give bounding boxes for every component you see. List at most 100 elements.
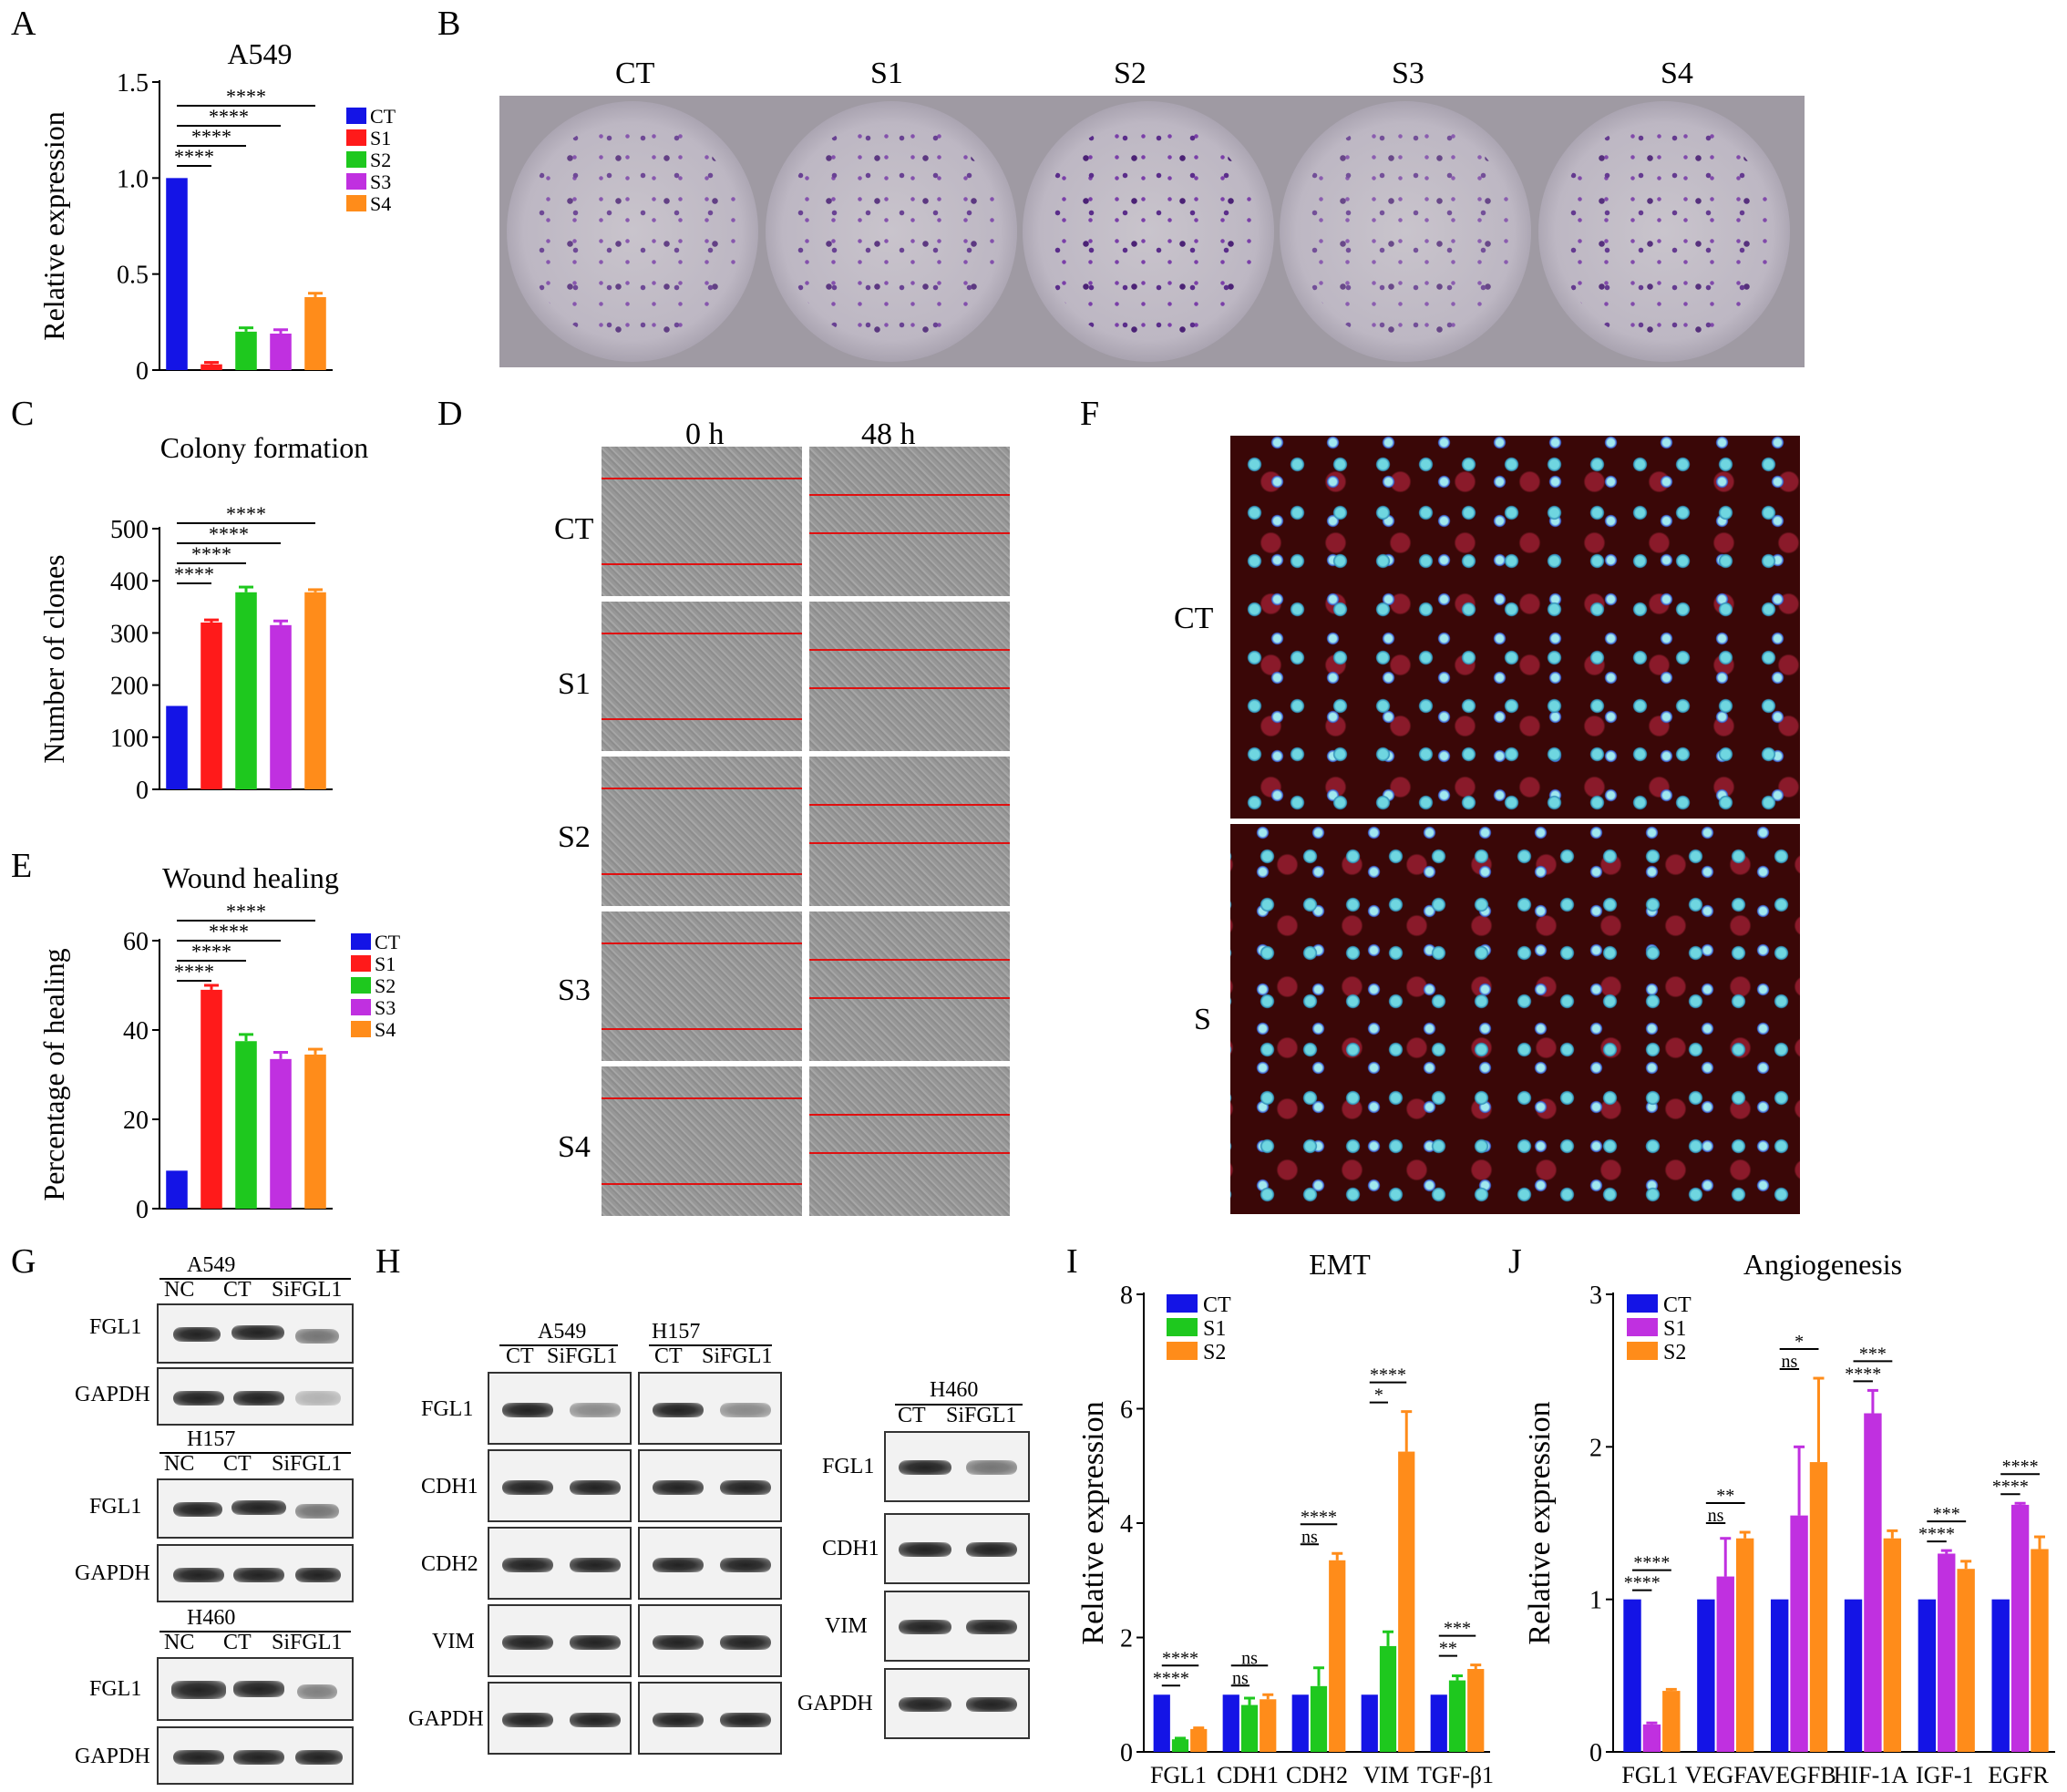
- significance-mark: ****: [1153, 1668, 1189, 1688]
- y-tick-label: 1.5: [117, 69, 149, 98]
- wound-row-s3: S3: [558, 973, 591, 1007]
- legend-label: CT: [1663, 1293, 1692, 1317]
- bar-s3: [270, 1058, 292, 1209]
- wound-col-48h: 48 h: [861, 417, 916, 451]
- y-tick-label: 400: [110, 568, 149, 596]
- significance-mark: ****: [174, 145, 214, 168]
- legend-label: S2: [1203, 1341, 1226, 1365]
- wound-col-0h: 0 h: [685, 417, 725, 451]
- x-tick-label: EGFR: [1988, 1762, 2049, 1788]
- blot-row-label: FGL1: [421, 1397, 474, 1421]
- bar-s3: [270, 624, 292, 789]
- panel-letter-g: G: [11, 1242, 36, 1281]
- wound-image: [602, 1066, 802, 1216]
- blot-strip: [638, 1449, 782, 1522]
- chart-e-wound-healing: Wound healing Percentage of healing 0 20 40 6…: [37, 861, 401, 1224]
- bar-s1: [201, 622, 222, 789]
- legend-swatch: [1167, 1294, 1198, 1313]
- legend-label: S1: [1203, 1317, 1226, 1341]
- bar-s1: [201, 989, 222, 1209]
- fluor-image-s: [1230, 824, 1800, 1214]
- x-tick-label: VEGFA: [1685, 1762, 1763, 1788]
- bar-fgl1-s1: [1171, 1739, 1189, 1752]
- x-tick-label: VIM: [1363, 1762, 1410, 1788]
- x-tick-label: CDH1: [1217, 1762, 1279, 1788]
- panel-letter-i: I: [1066, 1242, 1078, 1281]
- lane-label: SiFGL1: [272, 1278, 343, 1302]
- blot-row-label: CDH2: [421, 1552, 478, 1576]
- blot-row-label: CDH1: [822, 1537, 879, 1560]
- bar-hif-1a-s2: [1883, 1538, 1902, 1752]
- chart-c-colony-formation: Colony formation Number of clones 0 100 200 3…: [37, 431, 368, 802]
- blot-row-label: VIM: [825, 1614, 868, 1638]
- blot-strip: [488, 1372, 632, 1445]
- bar-vim-s1: [1379, 1645, 1397, 1752]
- bar-ct: [166, 178, 188, 370]
- significance-mark: ****: [174, 960, 214, 983]
- y-tick-label: 3: [1589, 1282, 1602, 1310]
- blot-row-label: GAPDH: [408, 1707, 484, 1731]
- blot-strip: [488, 1449, 632, 1522]
- bar-vegfa-s1: [1716, 1576, 1734, 1752]
- lane-label: CT: [223, 1631, 252, 1654]
- significance-mark: ****: [1633, 1553, 1670, 1573]
- legend-label: S1: [375, 953, 396, 975]
- plate-label-s2: S2: [1114, 57, 1147, 90]
- blot-row-label: VIM: [432, 1630, 475, 1653]
- y-tick-label: 40: [123, 1017, 149, 1045]
- x-tick-label: FGL1: [1621, 1762, 1678, 1788]
- significance-mark: ns: [1232, 1668, 1249, 1688]
- significance-mark: ****: [1992, 1477, 2029, 1497]
- lane-label: CT: [898, 1404, 926, 1427]
- wound-image: [602, 602, 802, 751]
- bar-fgl1-ct: [1153, 1694, 1170, 1752]
- significance-mark: ****: [1918, 1524, 1955, 1544]
- bar-hif-1a-ct: [1844, 1599, 1863, 1752]
- lane-label: SiFGL1: [702, 1344, 773, 1368]
- panel-letter-j: J: [1508, 1242, 1522, 1281]
- plate-photo-strip: [499, 96, 1805, 367]
- blot-row-label: GAPDH: [75, 1561, 150, 1585]
- bar-vegfb-s1: [1790, 1515, 1808, 1752]
- bar-s2: [235, 331, 257, 370]
- blot-strip: [488, 1527, 632, 1600]
- bar-igf-1-s1: [1938, 1553, 1956, 1752]
- y-tick-label: 0.5: [117, 262, 149, 290]
- bar-s4: [304, 296, 326, 370]
- blot-h-cell-h157: H157: [652, 1320, 701, 1344]
- blot-row-label: FGL1: [89, 1677, 142, 1701]
- y-tick-label: 100: [110, 725, 149, 753]
- legend-swatch: [1627, 1318, 1658, 1336]
- significance-mark: **: [1716, 1486, 1734, 1506]
- y-tick-label: 2: [1120, 1625, 1133, 1653]
- significance-mark: ***: [1859, 1344, 1887, 1364]
- legend-swatch: [1627, 1342, 1658, 1360]
- legend-label: CT: [370, 105, 396, 128]
- significance-mark: ns: [1301, 1527, 1318, 1547]
- significance-mark: ****: [191, 940, 231, 963]
- plate-label-s4: S4: [1661, 57, 1693, 90]
- significance-mark: ****: [1624, 1573, 1661, 1593]
- significance-mark: ****: [1370, 1365, 1406, 1385]
- significance-mark: ****: [226, 502, 266, 525]
- bar-igf-1-ct: [1918, 1599, 1937, 1752]
- legend-swatch: [351, 955, 371, 972]
- legend-swatch: [1167, 1318, 1198, 1336]
- legend-swatch: [346, 129, 366, 146]
- wound-image: [602, 447, 802, 596]
- blot-h-cell-a549: A549: [538, 1320, 587, 1344]
- bar-s2: [235, 592, 257, 789]
- wound-image: [809, 757, 1010, 906]
- panel-letter-e: E: [11, 847, 33, 885]
- bar-tgf-β1-ct: [1430, 1694, 1447, 1752]
- y-tick-label: 1.0: [117, 165, 149, 193]
- blot-strip: [884, 1668, 1030, 1739]
- legend-label: S2: [375, 974, 396, 997]
- significance-mark: ns: [1241, 1648, 1258, 1668]
- chart-title: Colony formation: [160, 431, 368, 464]
- significance-mark: **: [1439, 1639, 1457, 1659]
- legend-label: CT: [375, 931, 401, 953]
- plate-label-s1: S1: [870, 57, 903, 90]
- legend-swatch: [1167, 1342, 1198, 1360]
- lane-label: CT: [654, 1344, 683, 1368]
